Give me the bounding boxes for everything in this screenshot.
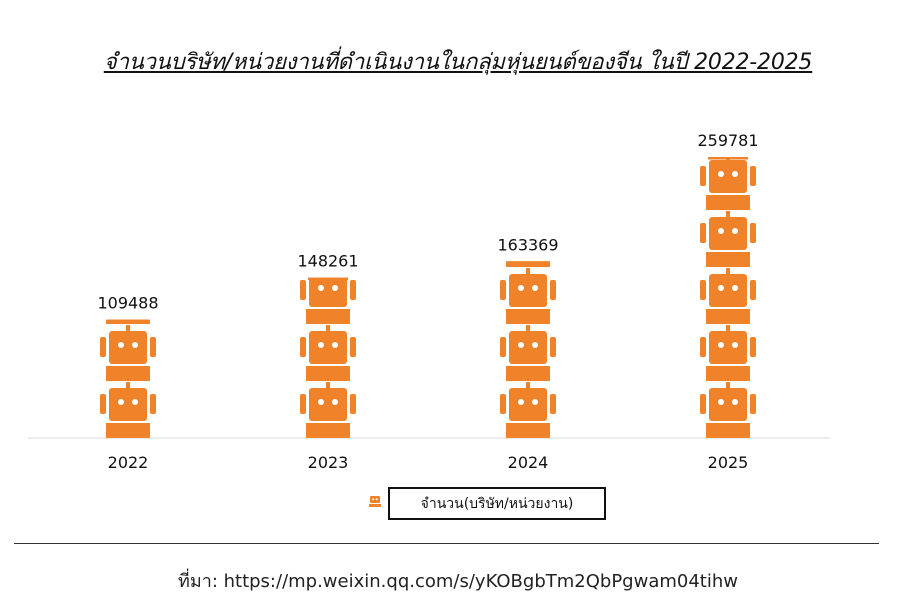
- source-note: ที่มา: https://mp.weixin.qq.com/s/yKOBgb…: [177, 571, 738, 592]
- data-label: 148261: [297, 252, 358, 271]
- divider: [14, 543, 879, 544]
- x-tick-label: 2022: [108, 453, 149, 472]
- bar-cap: [708, 157, 748, 160]
- bar-2023: [300, 277, 356, 438]
- bar-cap: [308, 277, 348, 281]
- x-tick-label: 2024: [508, 453, 549, 472]
- data-label: 109488: [97, 294, 158, 313]
- page-title: จำนวนบริษัท/หน่วยงานที่ดำเนินงานในกลุ่มห…: [103, 50, 813, 75]
- chart: 109488 2022 148261 2023 163369 2024 259781 2025: [28, 131, 830, 472]
- bar-2024: [500, 261, 556, 438]
- legend-label: จำนวน(บริษัท/หน่วยงาน): [420, 495, 574, 512]
- x-tick-label: 2023: [308, 453, 349, 472]
- bar-cap: [108, 319, 148, 323]
- x-tick-label: 2025: [708, 453, 749, 472]
- bar-2025: [700, 157, 756, 438]
- bar-cap: [508, 261, 548, 264]
- legend: จำนวน(บริษัท/หน่วยงาน): [388, 487, 606, 520]
- bar-2022: [100, 319, 156, 438]
- data-label: 259781: [697, 131, 758, 150]
- data-label: 163369: [497, 235, 558, 254]
- legend-robot-icon: [369, 496, 381, 507]
